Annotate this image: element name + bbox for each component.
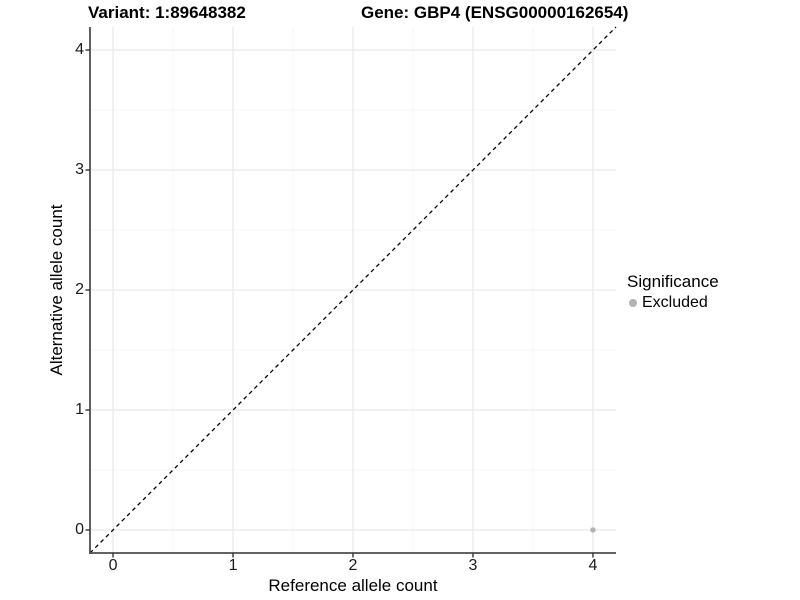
y-tick-label: 1 bbox=[75, 400, 84, 418]
plot-title-gene: Gene: GBP4 (ENSG00000162654) bbox=[361, 3, 629, 22]
x-tick-label: 2 bbox=[348, 557, 358, 574]
plot-title-variant: Variant: 1:89648382 bbox=[88, 3, 246, 22]
legend-item-label: Excluded bbox=[642, 294, 708, 311]
legend-title: Significance bbox=[627, 272, 719, 291]
legend-key-dot-icon bbox=[629, 299, 637, 307]
data-point bbox=[590, 527, 596, 533]
y-tick-label: 4 bbox=[75, 41, 84, 59]
y-tick-label: 2 bbox=[75, 281, 84, 298]
x-tick-label: 1 bbox=[228, 557, 238, 574]
x-tick-label: 0 bbox=[108, 557, 118, 574]
legend: Significance Excluded bbox=[627, 272, 719, 312]
y-tick-label: 0 bbox=[75, 520, 84, 538]
x-axis-title: Reference allele count bbox=[268, 576, 438, 595]
identity-line bbox=[89, 26, 617, 554]
y-axis-title: Alternative allele count bbox=[47, 204, 66, 376]
legend-item: Excluded bbox=[627, 294, 719, 312]
y-tick-label: 3 bbox=[75, 161, 84, 179]
major-gridlines bbox=[90, 27, 616, 553]
identity-dashed-line bbox=[89, 26, 617, 554]
tick-marks bbox=[85, 49, 594, 558]
x-tick-label: 3 bbox=[468, 557, 478, 574]
data-points bbox=[590, 527, 596, 533]
x-tick-label: 4 bbox=[588, 557, 598, 574]
legend-items: Excluded bbox=[627, 294, 719, 312]
